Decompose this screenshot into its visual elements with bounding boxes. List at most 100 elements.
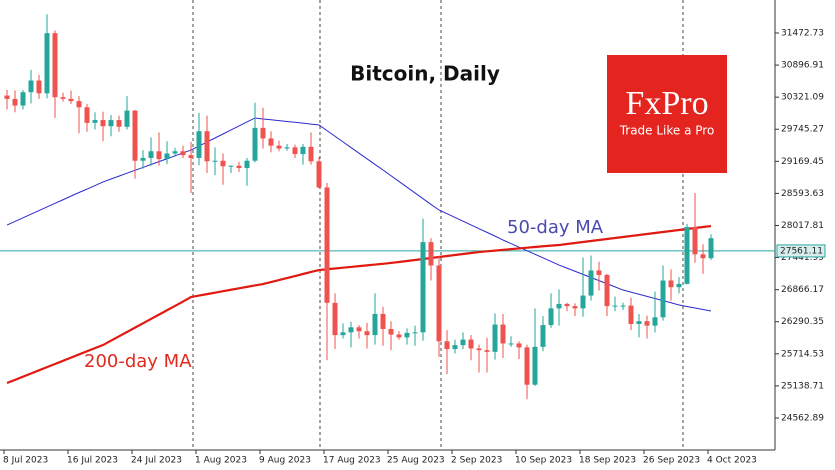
y-tick-label: 30321.09 <box>781 93 824 103</box>
x-tick-label: 9 Aug 2023 <box>259 456 311 466</box>
x-tick-label: 17 Aug 2023 <box>323 456 381 466</box>
candle-body <box>444 341 450 350</box>
candle-body <box>684 227 690 284</box>
y-tick-label: 30896.91 <box>781 61 824 71</box>
candle-body <box>420 242 426 333</box>
candle-body <box>68 98 74 102</box>
chart-title: Bitcoin, Daily <box>350 62 500 86</box>
candle-body <box>380 313 386 329</box>
candle-body <box>180 151 186 156</box>
x-tick-label: 16 Jul 2023 <box>67 456 118 466</box>
candle-body <box>300 146 306 155</box>
candle-body <box>524 347 530 385</box>
candle-body <box>460 339 466 346</box>
y-tick-label: 25138.71 <box>781 381 824 391</box>
candle-body <box>260 127 266 139</box>
y-tick-label: 29169.45 <box>781 157 824 167</box>
y-tick-label: 28593.63 <box>781 189 824 199</box>
y-tick-label: 29745.27 <box>781 125 824 135</box>
candle-body <box>244 160 250 168</box>
candle-body <box>388 328 394 335</box>
candle-body <box>540 325 546 347</box>
candle-body <box>20 92 26 106</box>
candle-body <box>508 343 514 345</box>
candle-body <box>228 165 234 167</box>
candle-body <box>436 265 442 342</box>
candle-body <box>140 157 146 161</box>
x-tick-label: 25 Aug 2023 <box>387 456 445 466</box>
candle-body <box>492 324 498 352</box>
candle-body <box>676 283 682 288</box>
candle-body <box>276 145 282 149</box>
candle-body <box>156 151 162 160</box>
x-tick-label: 10 Sep 2023 <box>515 456 572 466</box>
candle-body <box>132 110 138 161</box>
candle-body <box>476 348 482 351</box>
candle-body <box>172 151 178 154</box>
candle-body <box>44 33 50 94</box>
candle-body <box>28 80 34 93</box>
candle-body <box>148 151 154 158</box>
moving-average <box>6 117 712 312</box>
candle-body <box>92 120 98 123</box>
candle-body <box>580 295 586 309</box>
candle-body <box>124 110 130 127</box>
y-tick-label: 27441.99 <box>781 253 824 263</box>
candle-body <box>636 321 642 324</box>
candle-body <box>428 242 434 266</box>
x-tick-label: 26 Sep 2023 <box>643 456 700 466</box>
candle-body <box>12 98 18 106</box>
candle-body <box>548 308 554 326</box>
candle-body <box>268 138 274 146</box>
x-tick-label: 2 Sep 2023 <box>451 456 502 466</box>
candle-body <box>212 160 218 162</box>
candle-body <box>396 334 402 338</box>
candle-body <box>596 270 602 275</box>
logo-tagline: Trade Like a Pro <box>619 124 715 138</box>
candle-body <box>612 305 618 307</box>
y-tick-label: 24562.89 <box>781 413 824 423</box>
candle-body <box>404 332 410 338</box>
candle-body <box>204 131 210 162</box>
x-tick-label: 1 Aug 2023 <box>195 456 247 466</box>
candle-body <box>188 155 194 158</box>
candle-body <box>692 227 698 255</box>
candle-body <box>452 345 458 350</box>
candle-body <box>468 339 474 349</box>
x-tick-label: 8 Jul 2023 <box>3 456 48 466</box>
candle-body <box>340 332 346 336</box>
candle-body <box>324 187 330 303</box>
candle-body <box>36 80 42 94</box>
candle-body <box>364 331 370 336</box>
candle-body <box>668 280 674 288</box>
candle-body <box>236 165 242 168</box>
y-tick-label: 31472.73 <box>781 28 824 38</box>
ma-label: 200-day MA <box>84 351 192 372</box>
candle-body <box>108 120 114 127</box>
candle-body <box>116 120 122 127</box>
candle-body <box>284 147 290 149</box>
candle-body <box>308 146 314 162</box>
last-price-label: 27561.11 <box>780 246 823 256</box>
candle-body <box>52 33 58 98</box>
candle-body <box>660 280 666 318</box>
plot <box>0 14 775 400</box>
candle-body <box>316 161 322 188</box>
candle-body <box>644 321 650 326</box>
candle-body <box>4 95 10 99</box>
candle-body <box>372 313 378 336</box>
candle-body <box>348 327 354 333</box>
y-tick-label: 28017.81 <box>781 221 824 231</box>
candle-body <box>164 153 170 160</box>
y-tick-label: 26866.17 <box>781 285 824 295</box>
candle-body <box>220 160 226 167</box>
candle-body <box>60 97 66 99</box>
candle-body <box>84 107 90 123</box>
candle-body <box>532 346 538 385</box>
candle-body <box>588 270 594 296</box>
y-tick-label: 25714.53 <box>781 349 824 359</box>
ma-label: 50-day MA <box>507 217 604 238</box>
candle-body <box>700 254 706 259</box>
candle-body <box>332 302 338 336</box>
